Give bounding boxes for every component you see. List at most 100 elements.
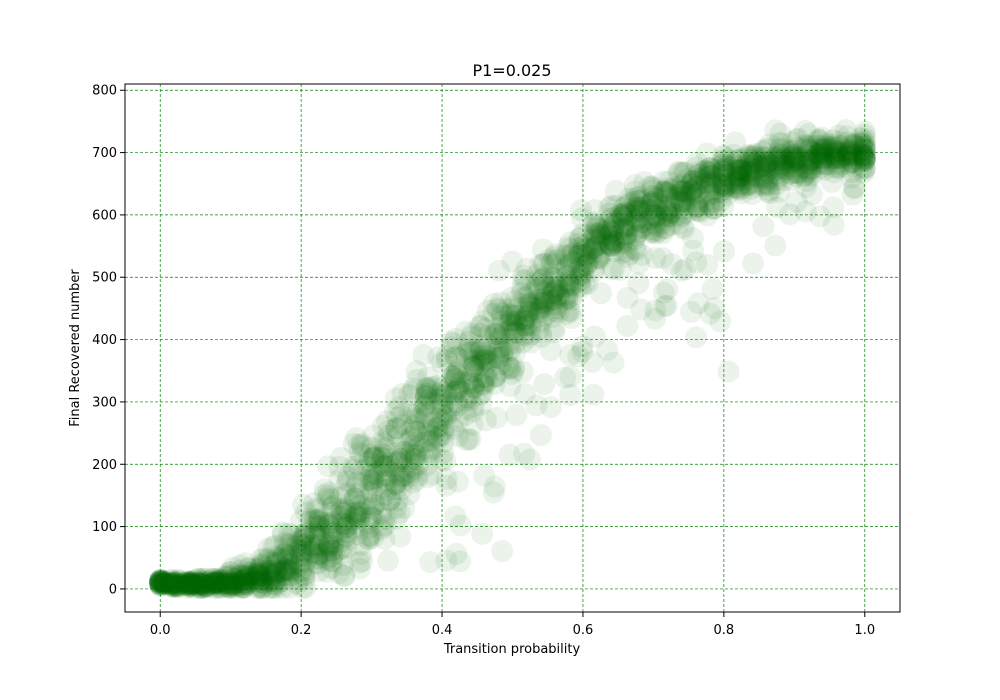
scatter-point	[153, 569, 176, 592]
scatter-point	[229, 559, 252, 582]
scatter-point	[416, 391, 439, 414]
scatter-point	[723, 169, 746, 192]
scatter-point	[259, 559, 282, 582]
scatter-point	[627, 190, 650, 213]
scatter-point	[233, 576, 256, 599]
scatter-point	[616, 314, 639, 337]
scatter-point	[837, 141, 860, 164]
scatter-point	[612, 214, 635, 237]
scatter-point	[764, 119, 787, 142]
scatter-point	[305, 552, 328, 575]
scatter-point	[853, 148, 876, 171]
scatter-point	[688, 180, 711, 203]
scatter-point	[285, 539, 308, 562]
scatter-point	[308, 507, 331, 530]
scatter-point	[557, 273, 580, 296]
scatter-point	[290, 531, 313, 554]
scatter-point	[454, 320, 477, 343]
scatter-point	[836, 144, 859, 167]
scatter-point	[836, 125, 859, 148]
scatter-point	[176, 573, 199, 596]
scatter-point	[230, 576, 253, 599]
scatter-point	[835, 138, 858, 161]
scatter-point	[293, 523, 316, 546]
scatter-point	[730, 159, 753, 182]
scatter-point	[149, 572, 172, 595]
scatter-point	[842, 176, 865, 199]
scatter-point	[334, 475, 357, 498]
scatter-point	[630, 216, 653, 239]
scatter-point	[358, 464, 381, 487]
scatter-point	[617, 215, 640, 238]
scatter-point	[612, 211, 635, 234]
scatter-point	[308, 533, 331, 556]
scatter-point	[317, 511, 340, 534]
scatter-point	[473, 374, 496, 397]
scatter-point	[161, 571, 184, 594]
scatter-point	[398, 402, 421, 425]
scatter-point	[320, 496, 343, 519]
scatter-point	[853, 127, 876, 150]
scatter-point	[499, 312, 522, 335]
scatter-point	[277, 553, 300, 576]
scatter-point	[249, 564, 272, 587]
scatter-point	[275, 557, 298, 580]
scatter-point	[272, 542, 295, 565]
scatter-point	[799, 157, 822, 180]
scatter-point	[435, 474, 458, 497]
x-tick-label: 0.0	[150, 623, 171, 638]
scatter-point	[668, 179, 691, 202]
scatter-point	[571, 340, 594, 363]
scatter-point	[472, 348, 495, 371]
scatter-point	[231, 571, 254, 594]
scatter-point	[220, 571, 243, 594]
scatter-point	[576, 251, 599, 274]
scatter-point	[398, 450, 421, 473]
scatter-point	[229, 569, 252, 592]
scatter-point	[703, 297, 726, 320]
scatter-point	[442, 364, 465, 387]
scatter-point	[687, 292, 710, 315]
scatter-point	[824, 152, 847, 175]
scatter-point	[600, 228, 623, 251]
scatter-point	[435, 403, 458, 426]
scatter-point	[176, 574, 199, 597]
scatter-point	[402, 377, 425, 400]
scatter-point	[386, 445, 409, 468]
scatter-point	[513, 286, 536, 309]
scatter-point	[744, 165, 767, 188]
scatter-point	[463, 371, 486, 394]
scatter-point	[615, 222, 638, 245]
scatter-point	[321, 550, 344, 573]
scatter-point	[489, 291, 512, 314]
scatter-point	[764, 234, 787, 257]
scatter-point	[849, 131, 872, 154]
scatter-point	[347, 481, 370, 504]
scatter-point	[335, 524, 358, 547]
scatter-point	[203, 574, 226, 597]
scatter-point	[589, 282, 612, 305]
scatter-point	[321, 545, 344, 568]
scatter-point	[729, 159, 752, 182]
scatter-point	[685, 156, 708, 179]
scatter-point	[840, 151, 863, 174]
scatter-point	[697, 165, 720, 188]
scatter-point	[277, 559, 300, 582]
scatter-point	[399, 418, 422, 441]
scatter-point	[166, 574, 189, 597]
scatter-point	[539, 339, 562, 362]
scatter-point	[356, 455, 379, 478]
scatter-point	[294, 551, 317, 574]
scatter-point	[582, 227, 605, 250]
scatter-point	[752, 215, 775, 238]
scatter-point	[196, 574, 219, 597]
scatter-point	[202, 572, 225, 595]
scatter-point	[667, 160, 690, 183]
scatter-point	[571, 207, 594, 230]
scatter-point	[373, 507, 396, 530]
scatter-point	[463, 355, 486, 378]
scatter-point	[548, 267, 571, 290]
scatter-point	[590, 226, 613, 249]
scatter-point	[498, 357, 521, 380]
scatter-point	[159, 573, 182, 596]
